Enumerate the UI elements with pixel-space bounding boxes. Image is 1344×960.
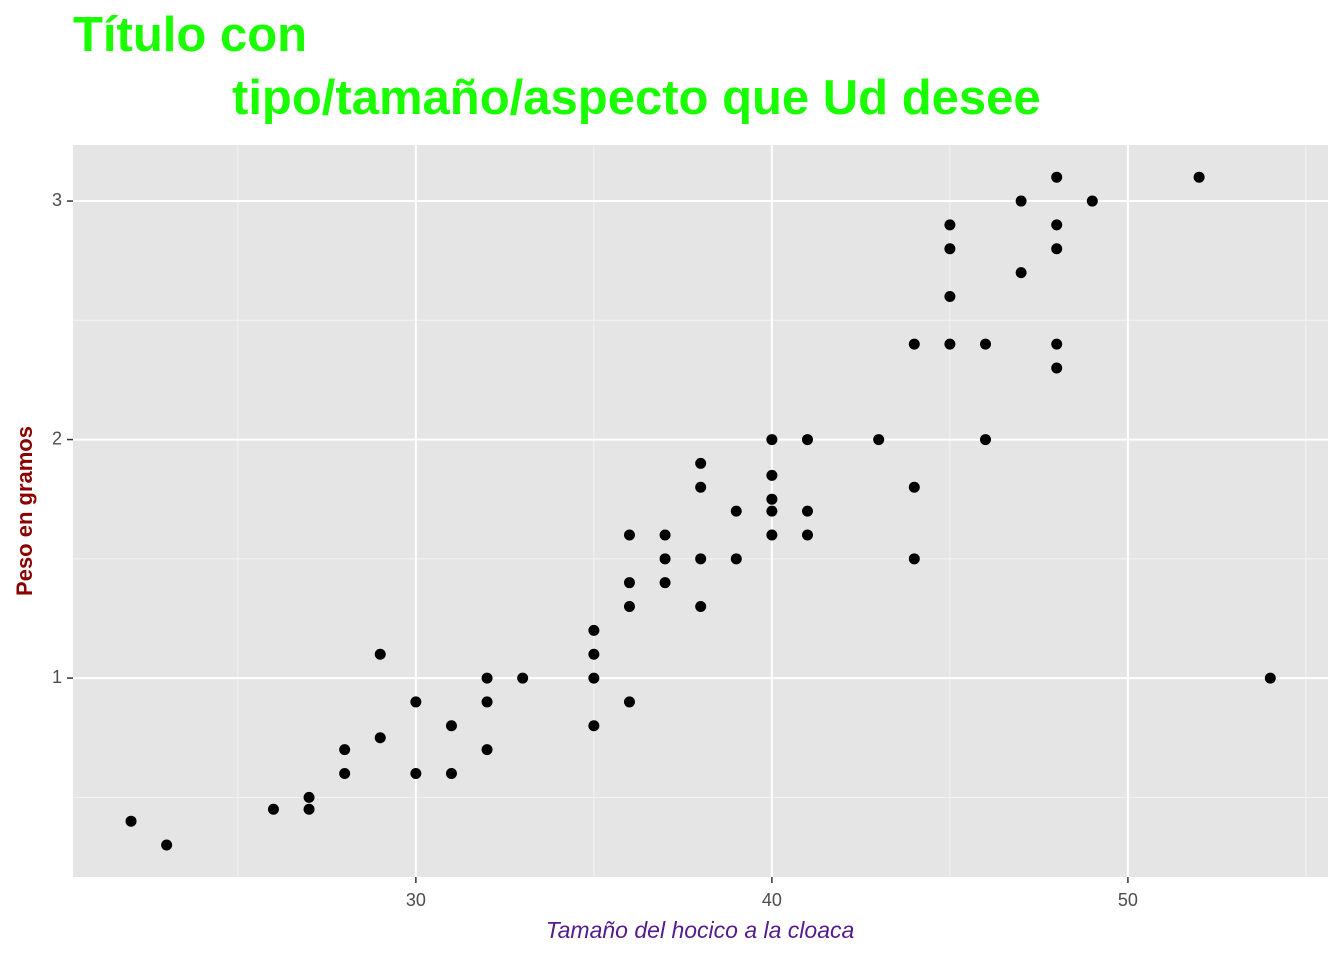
point	[766, 493, 778, 505]
point	[801, 434, 813, 446]
point	[873, 434, 885, 446]
x-tick-label: 40	[762, 890, 782, 910]
point	[659, 529, 671, 541]
point	[730, 505, 742, 517]
point	[445, 767, 457, 779]
point	[1015, 195, 1027, 207]
x-tick-label: 30	[406, 890, 426, 910]
point	[588, 624, 600, 636]
y-tick-label: 2	[52, 428, 62, 448]
point	[339, 767, 351, 779]
point	[1086, 195, 1098, 207]
point	[908, 553, 920, 565]
point	[588, 672, 600, 684]
panel	[73, 145, 1328, 877]
point	[766, 469, 778, 481]
point	[267, 803, 279, 815]
chart-title: Título con	[73, 8, 307, 62]
point	[481, 744, 493, 756]
point	[1193, 171, 1205, 183]
point	[445, 720, 457, 732]
point	[588, 720, 600, 732]
point	[730, 553, 742, 565]
point	[908, 338, 920, 350]
point	[1051, 219, 1063, 231]
point	[944, 219, 956, 231]
point	[801, 529, 813, 541]
point	[1051, 338, 1063, 350]
point	[659, 577, 671, 589]
point	[801, 505, 813, 517]
point	[303, 803, 315, 815]
point	[481, 672, 493, 684]
point	[303, 791, 315, 803]
y-tick-label: 1	[52, 667, 62, 687]
point	[161, 839, 173, 851]
point	[766, 434, 778, 446]
point	[980, 338, 992, 350]
point	[980, 434, 992, 446]
y-axis-label: Peso en gramos	[12, 426, 37, 596]
point	[659, 553, 671, 565]
point	[374, 648, 386, 660]
point	[339, 744, 351, 756]
point	[1015, 267, 1027, 279]
y-tick-label: 3	[52, 190, 62, 210]
point	[517, 672, 529, 684]
point	[766, 505, 778, 517]
point	[374, 732, 386, 744]
point	[623, 529, 635, 541]
point	[623, 696, 635, 708]
point	[766, 529, 778, 541]
point	[410, 767, 422, 779]
point	[1264, 672, 1276, 684]
point	[125, 815, 137, 827]
chart-title: tipo/tamaño/aspecto que Ud desee	[232, 71, 1041, 125]
point	[588, 648, 600, 660]
point	[944, 290, 956, 302]
point	[1051, 171, 1063, 183]
point	[944, 243, 956, 255]
point	[1051, 362, 1063, 374]
point	[695, 601, 707, 613]
point	[695, 553, 707, 565]
point	[481, 696, 493, 708]
point	[944, 338, 956, 350]
point	[410, 696, 422, 708]
point	[1051, 243, 1063, 255]
points	[125, 171, 1276, 851]
point	[623, 601, 635, 613]
x-tick-label: 50	[1118, 890, 1138, 910]
point	[908, 481, 920, 493]
x-axis-label: Tamaño del hocico a la cloaca	[546, 917, 855, 943]
point	[695, 481, 707, 493]
point	[695, 457, 707, 469]
point	[623, 577, 635, 589]
